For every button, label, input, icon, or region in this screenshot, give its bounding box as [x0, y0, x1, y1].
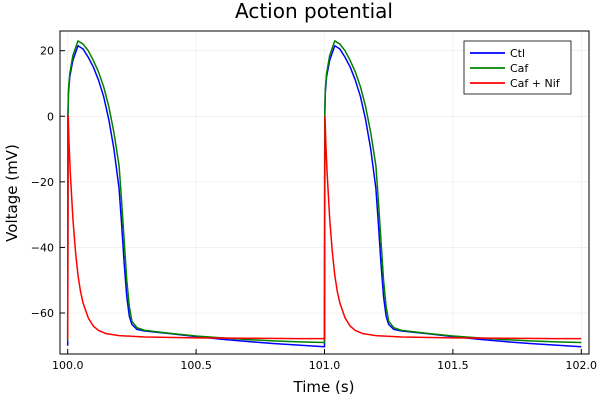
series-line-2	[66, 40, 582, 344]
series-lines	[66, 40, 582, 348]
y-tick-label: 20	[40, 45, 54, 58]
y-tick-label: 0	[47, 110, 54, 123]
x-tick-label: 101.5	[437, 359, 469, 372]
x-tick-label: 100.5	[180, 359, 212, 372]
legend-label: Caf	[510, 62, 529, 75]
chart-title: Action potential	[235, 0, 393, 23]
axis-ticks: 100.0 100.5 101.0 101.5 102.0 −60 −40 −20 0 20	[31, 45, 597, 372]
x-tick-label: 102.0	[566, 359, 598, 372]
x-tick-label: 100.0	[52, 359, 84, 372]
y-tick-label: −20	[31, 176, 54, 189]
legend-label: Caf + Nif	[510, 77, 561, 90]
series-line-3	[66, 115, 582, 340]
x-tick-label: 101.0	[309, 359, 341, 372]
y-tick-label: −40	[31, 241, 54, 254]
legend: Ctl Caf Caf + Nif	[463, 40, 572, 95]
legend-label: Ctl	[510, 47, 525, 60]
series-line-1	[66, 45, 582, 348]
y-tick-label: −60	[31, 307, 54, 320]
y-axis-title: Voltage (mV)	[3, 144, 21, 242]
x-axis-title: Time (s)	[293, 378, 355, 396]
